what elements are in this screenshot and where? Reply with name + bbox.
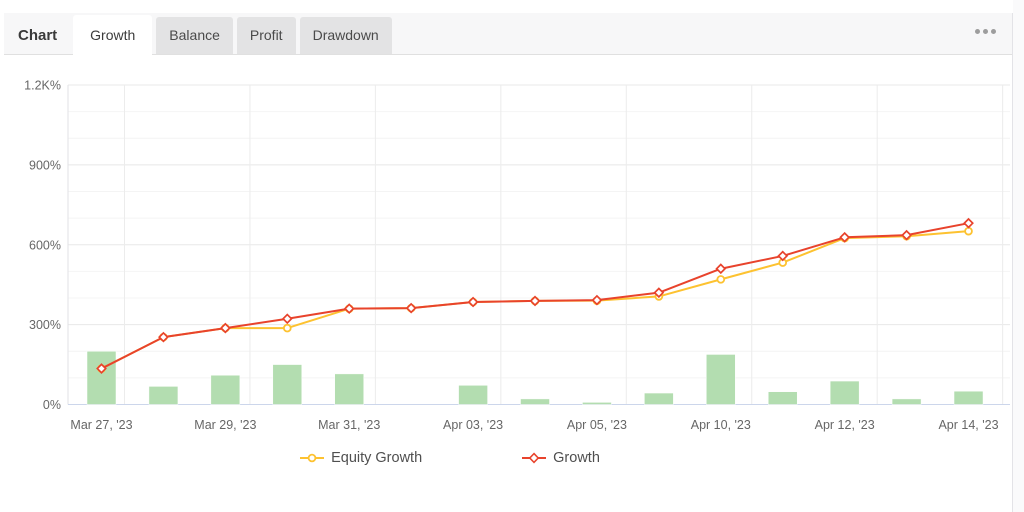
tab-drawdown[interactable]: Drawdown <box>299 17 392 54</box>
tab-growth[interactable]: Growth <box>73 15 153 55</box>
legend-item-growth[interactable]: Growth <box>522 450 600 466</box>
equity-growth-marker-icon <box>300 453 325 463</box>
legend-item-equity-growth[interactable]: Equity Growth <box>300 450 422 466</box>
more-options-icon[interactable] <box>975 29 996 34</box>
tab-balance[interactable]: Balance <box>156 17 233 54</box>
chart-section-label: Chart <box>18 27 58 44</box>
legend-label-equity-growth: Equity Growth <box>331 450 423 466</box>
tab-profit[interactable]: Profit <box>236 17 296 54</box>
chart-tabbar: Chart Growth Balance Profit Drawdown <box>4 13 1012 55</box>
legend-label-growth: Growth <box>553 450 600 466</box>
chart-legend: Equity Growth Growth <box>0 450 900 466</box>
chart-card: Chart Growth Balance Profit Drawdown <box>4 13 1013 512</box>
page-right-gutter <box>1013 0 1024 512</box>
growth-marker-icon <box>522 452 547 464</box>
